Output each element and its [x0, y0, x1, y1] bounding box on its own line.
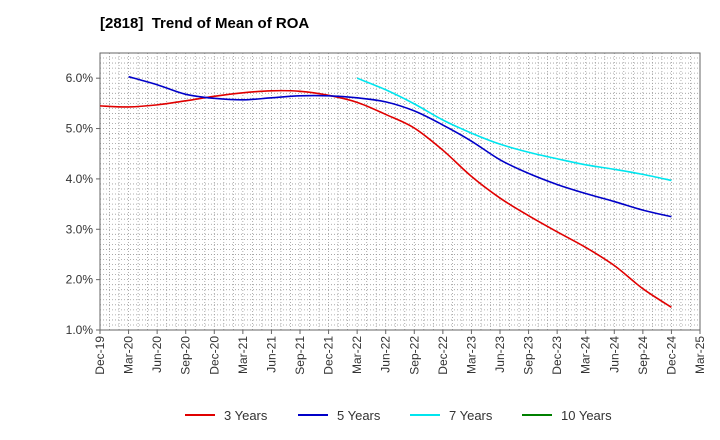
x-tick-label: Sep-23 [522, 336, 536, 375]
legend-label-3-years: 3 Years [224, 408, 268, 423]
y-tick-label: 2.0% [66, 273, 94, 287]
x-tick-label: Dec-22 [436, 336, 450, 375]
x-tick-label: Dec-21 [322, 336, 336, 375]
y-tick-label: 5.0% [66, 122, 94, 136]
plot-border [99, 52, 701, 331]
x-tick-label: Dec-19 [93, 336, 107, 375]
x-tick-label: Jun-24 [607, 336, 621, 373]
legend-label-7-years: 7 Years [449, 408, 493, 423]
x-tick-label: Mar-22 [350, 336, 364, 374]
y-tick-label: 3.0% [66, 222, 94, 236]
x-tick-label: Mar-25 [693, 336, 707, 374]
x-tick-label: Mar-21 [236, 336, 250, 374]
x-tick-label: Jun-22 [379, 336, 393, 373]
legend-label-5-years: 5 Years [337, 408, 381, 423]
y-tick-label: 4.0% [66, 172, 94, 186]
series-line-3-years [99, 89, 672, 309]
legend-label-10-years: 10 Years [561, 408, 612, 423]
x-tick-label: Sep-24 [636, 336, 650, 375]
x-tick-label: Mar-24 [579, 336, 593, 374]
x-tick-label: Sep-21 [293, 336, 307, 375]
series-line-7-years [356, 77, 672, 182]
x-tick-label: Jun-21 [264, 336, 278, 373]
x-tick-label: Dec-23 [550, 336, 564, 375]
x-tick-label: Mar-23 [464, 336, 478, 374]
y-tick-label: 1.0% [66, 323, 94, 337]
x-tick-label: Jun-20 [150, 336, 164, 373]
x-tick-label: Mar-20 [122, 336, 136, 374]
x-tick-label: Dec-24 [664, 336, 678, 375]
y-tick-label: 6.0% [66, 71, 94, 85]
x-tick-label: Sep-20 [179, 336, 193, 375]
chart-title: [2818] Trend of Mean of ROA [100, 15, 310, 32]
x-tick-label: Sep-22 [407, 336, 421, 375]
x-tick-label: Jun-23 [493, 336, 507, 373]
x-tick-label: Dec-20 [207, 336, 221, 375]
series-line-5-years [128, 75, 672, 218]
